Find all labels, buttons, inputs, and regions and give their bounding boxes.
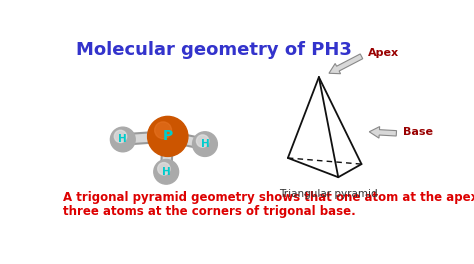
Text: H: H [201,139,210,149]
Text: H: H [118,134,127,144]
Text: H: H [162,167,171,177]
Text: Molecular geometry of PH3: Molecular geometry of PH3 [76,41,352,59]
FancyArrow shape [369,126,397,138]
Circle shape [147,116,188,156]
Text: Base: Base [402,127,433,137]
Circle shape [114,130,127,143]
Text: three atoms at the corners of trigonal base.: three atoms at the corners of trigonal b… [63,205,356,218]
Circle shape [192,132,218,156]
Circle shape [110,127,135,152]
Text: P: P [163,129,173,143]
Circle shape [158,163,170,175]
Circle shape [196,135,209,147]
Circle shape [154,159,179,184]
Text: A trigonal pyramid geometry shows that one atom at the apex and: A trigonal pyramid geometry shows that o… [63,191,474,204]
FancyArrow shape [329,54,363,74]
Text: Apex: Apex [368,48,399,58]
Circle shape [155,122,172,139]
Text: Triangular pyramid: Triangular pyramid [279,189,378,199]
